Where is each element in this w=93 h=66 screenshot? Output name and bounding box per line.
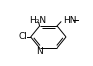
Text: Cl: Cl [18,32,27,41]
Text: HN: HN [63,16,76,25]
Text: N: N [36,47,43,56]
Text: H₂N: H₂N [29,16,46,25]
